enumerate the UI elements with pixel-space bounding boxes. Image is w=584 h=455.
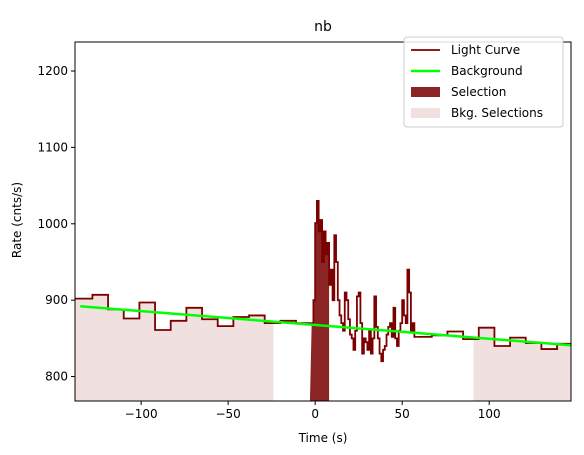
y-tick-label: 900 [45, 293, 68, 307]
legend-label: Light Curve [451, 43, 520, 57]
legend: Light Curve Background Selection Bkg. Selec… [403, 36, 564, 128]
legend-label: Selection [451, 85, 506, 99]
y-tick-label: 1200 [37, 64, 68, 78]
x-tick-label: −50 [215, 407, 240, 421]
bkg-selection-region [75, 294, 274, 401]
legend-label: Background [451, 64, 523, 78]
chart-title: nb [314, 19, 332, 35]
y-tick-label: 1100 [37, 140, 68, 154]
x-tick-label: 0 [311, 407, 319, 421]
x-tick-label: 100 [478, 407, 501, 421]
x-axis-label: Time (s) [298, 431, 348, 445]
legend-swatch [411, 87, 440, 97]
y-tick-label: 800 [45, 370, 68, 384]
plot-content [75, 199, 571, 401]
x-tick-label: −100 [125, 407, 158, 421]
axes: −100 −50 0 50 100 800 900 1000 1100 1200 [37, 41, 572, 421]
axes-frame [74, 41, 572, 402]
legend-label: Bkg. Selections [451, 106, 543, 120]
light-curve-series [311, 199, 417, 363]
x-tick-label: 50 [395, 407, 410, 421]
plot-area [75, 199, 571, 401]
y-axis-label: Rate (cnts/s) [10, 182, 24, 258]
legend-swatch [411, 108, 440, 118]
background-fit-line [80, 305, 571, 347]
legend-frame [403, 36, 564, 128]
y-tick-label: 1000 [37, 217, 68, 231]
